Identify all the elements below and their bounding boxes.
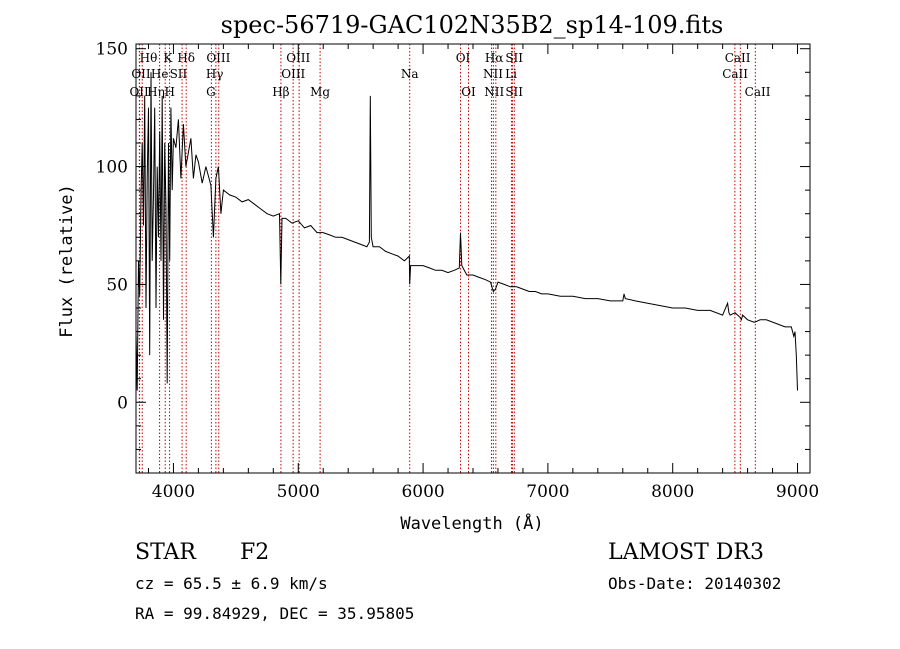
line-label-1: K	[163, 51, 173, 65]
line-label-19: H	[164, 85, 174, 99]
y-tick-label: 0	[117, 393, 128, 413]
line-label-7: SII	[505, 51, 523, 65]
line-label-23: Na	[401, 67, 419, 81]
line-label-0: Hθ	[140, 51, 158, 65]
line-label-3: OIII	[206, 51, 230, 65]
line-label-25: NII	[484, 85, 504, 99]
line-label-13: OIII	[281, 67, 305, 81]
line-label-4: OIII	[286, 51, 310, 65]
line-label-20: G	[206, 85, 216, 99]
line-label-24: OI	[461, 85, 476, 99]
x-tick-label: 4000	[152, 482, 195, 502]
y-tick-label: 50	[106, 275, 128, 295]
x-tick-label: 7000	[526, 482, 569, 502]
line-label-26: SII	[505, 85, 523, 99]
object-class: STAR	[135, 540, 196, 565]
y-axis-ticks: 0 50 100 150	[96, 40, 810, 450]
x-tick-label: 6000	[401, 482, 444, 502]
emission-line-markers	[138, 44, 756, 473]
line-label-5: OI	[456, 51, 471, 65]
obs-date: Obs-Date: 20140302	[608, 574, 782, 593]
line-label-15: Li	[505, 67, 517, 81]
line-label-17: OII	[129, 85, 149, 99]
x-tick-label: 8000	[651, 482, 694, 502]
y-tick-label: 150	[96, 40, 128, 60]
object-subclass: F2	[240, 540, 270, 565]
x-tick-label: 5000	[277, 482, 320, 502]
line-label-14: NII	[483, 67, 503, 81]
coordinates: RA = 99.84929, DEC = 35.95805	[135, 604, 415, 623]
spectrum-line	[135, 72, 798, 391]
line-label-9: OII	[131, 67, 151, 81]
line-label-21: Hβ	[272, 85, 289, 99]
line-label-27: CaII	[745, 85, 771, 99]
y-tick-label: 100	[96, 158, 128, 178]
survey-name: LAMOST DR3	[608, 540, 764, 565]
line-label-16: CaII	[722, 67, 748, 81]
chart-title: spec-56719-GAC102N35B2_sp14-109.fits	[221, 11, 724, 39]
line-label-6: Hα	[485, 51, 504, 65]
x-tick-label: 9000	[776, 482, 819, 502]
line-label-12: Hγ	[206, 67, 224, 81]
line-label-22: Mg	[310, 85, 330, 99]
line-label-10: He	[151, 67, 169, 81]
line-label-2: Hδ	[177, 51, 195, 65]
line-label-11: SII	[170, 67, 188, 81]
plot-frame	[135, 43, 811, 474]
line-label-8: CaII	[725, 51, 751, 65]
x-axis-label: Wavelength (Å)	[400, 512, 543, 534]
y-axis-label: Flux (relative)	[57, 184, 77, 338]
x-axis-ticks: 4000 5000 6000 7000 8000 9000	[147, 44, 819, 502]
redshift-text: cz = 65.5 ± 6.9 km/s	[135, 574, 328, 593]
